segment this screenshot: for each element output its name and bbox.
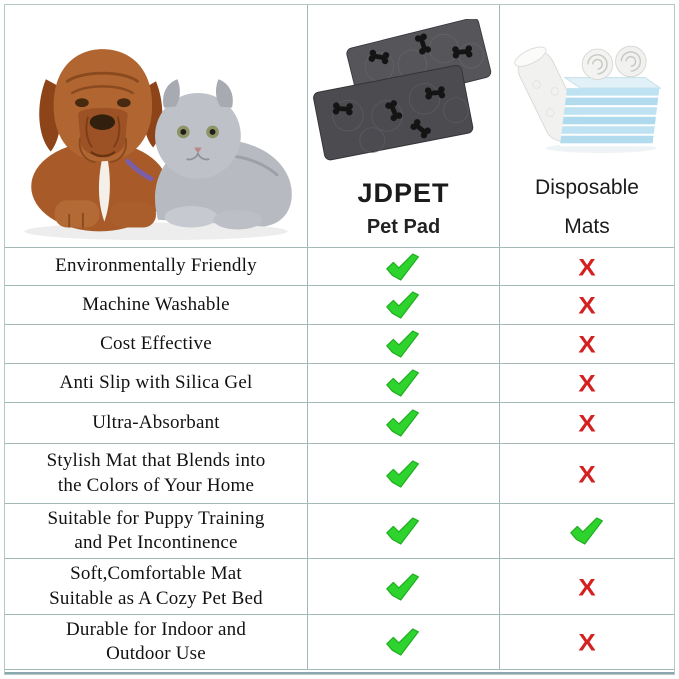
check-icon bbox=[386, 252, 419, 281]
disposable-mark: X bbox=[499, 285, 674, 324]
chart-frame: JDPET Pet Pad bbox=[4, 4, 675, 675]
jdpet-subtitle: Pet Pad bbox=[366, 216, 441, 238]
disposable-mark: X bbox=[499, 614, 674, 669]
dog-illustration bbox=[31, 49, 168, 232]
jdpet-mark bbox=[307, 614, 499, 669]
feature-stylish-mat: Stylish Mat that Blends into the Colors o… bbox=[5, 443, 307, 503]
jdpet-mark bbox=[307, 324, 499, 363]
cross-icon: X bbox=[578, 628, 596, 656]
check-icon bbox=[386, 369, 419, 397]
jdpet-mark bbox=[307, 558, 499, 614]
cross-icon: X bbox=[578, 369, 596, 397]
feature-ultra-absorbant: Ultra-Absorbant bbox=[5, 402, 307, 443]
feature-environmentally-friendly: Environmentally Friendly bbox=[5, 247, 307, 285]
stack-top-face bbox=[563, 77, 662, 89]
dog-and-cat-photo bbox=[5, 5, 307, 247]
jdpet-mark bbox=[307, 402, 499, 443]
disposable-mark: X bbox=[499, 443, 674, 503]
check-icon bbox=[386, 330, 419, 358]
disposable-subtitle: Mats bbox=[564, 215, 610, 238]
jdpet-mark bbox=[307, 443, 499, 503]
cross-icon: X bbox=[578, 409, 596, 437]
check-icon bbox=[386, 459, 419, 488]
disposable-title: Disposable bbox=[535, 176, 639, 199]
cross-icon: X bbox=[578, 291, 596, 319]
disposable-mark: X bbox=[499, 324, 674, 363]
jdpet-mark bbox=[307, 503, 499, 558]
disposable-mark: X bbox=[499, 247, 674, 285]
check-icon bbox=[386, 517, 419, 545]
feature-anti-slip: Anti Slip with Silica Gel bbox=[5, 363, 307, 402]
cross-icon: X bbox=[578, 459, 596, 488]
dog-and-cat-illustration bbox=[24, 49, 292, 241]
cross-icon: X bbox=[578, 330, 596, 358]
feature-durable: Durable for Indoor and Outdoor Use bbox=[5, 614, 307, 669]
feature-soft-comfortable: Soft,Comfortable Mat Suitable as A Cozy P… bbox=[5, 558, 307, 614]
check-icon bbox=[386, 409, 419, 437]
feature-machine-washable: Machine Washable bbox=[5, 285, 307, 324]
disposable-mark bbox=[499, 503, 674, 558]
bottom-accent-line bbox=[5, 672, 674, 674]
feature-puppy-training: Suitable for Puppy Training and Pet Incon… bbox=[5, 503, 307, 558]
check-icon bbox=[386, 291, 419, 319]
pad-stack bbox=[559, 88, 660, 147]
cat-illustration bbox=[155, 79, 292, 230]
disposable-product-header: Disposable Mats bbox=[499, 5, 674, 247]
disposable-mark: X bbox=[499, 558, 674, 614]
table-bottom-gap bbox=[5, 669, 674, 674]
jdpet-mark bbox=[307, 285, 499, 324]
check-icon bbox=[386, 572, 419, 601]
jdpet-product-header: JDPET Pet Pad bbox=[307, 5, 499, 247]
disposable-mark: X bbox=[499, 363, 674, 402]
check-icon bbox=[386, 628, 419, 656]
jdpet-mark bbox=[307, 363, 499, 402]
jdpet-title: JDPET bbox=[357, 178, 450, 208]
jdpet-pad-image bbox=[308, 5, 499, 180]
comparison-table: JDPET Pet Pad bbox=[5, 5, 674, 674]
check-icon bbox=[569, 517, 603, 545]
disposable-mark: X bbox=[499, 402, 674, 443]
disposable-mats-image bbox=[500, 5, 674, 177]
feature-cost-effective: Cost Effective bbox=[5, 324, 307, 363]
cross-icon: X bbox=[578, 252, 596, 281]
rolled-pads bbox=[581, 45, 647, 81]
jdpet-mark bbox=[307, 247, 499, 285]
cross-icon: X bbox=[578, 572, 596, 601]
